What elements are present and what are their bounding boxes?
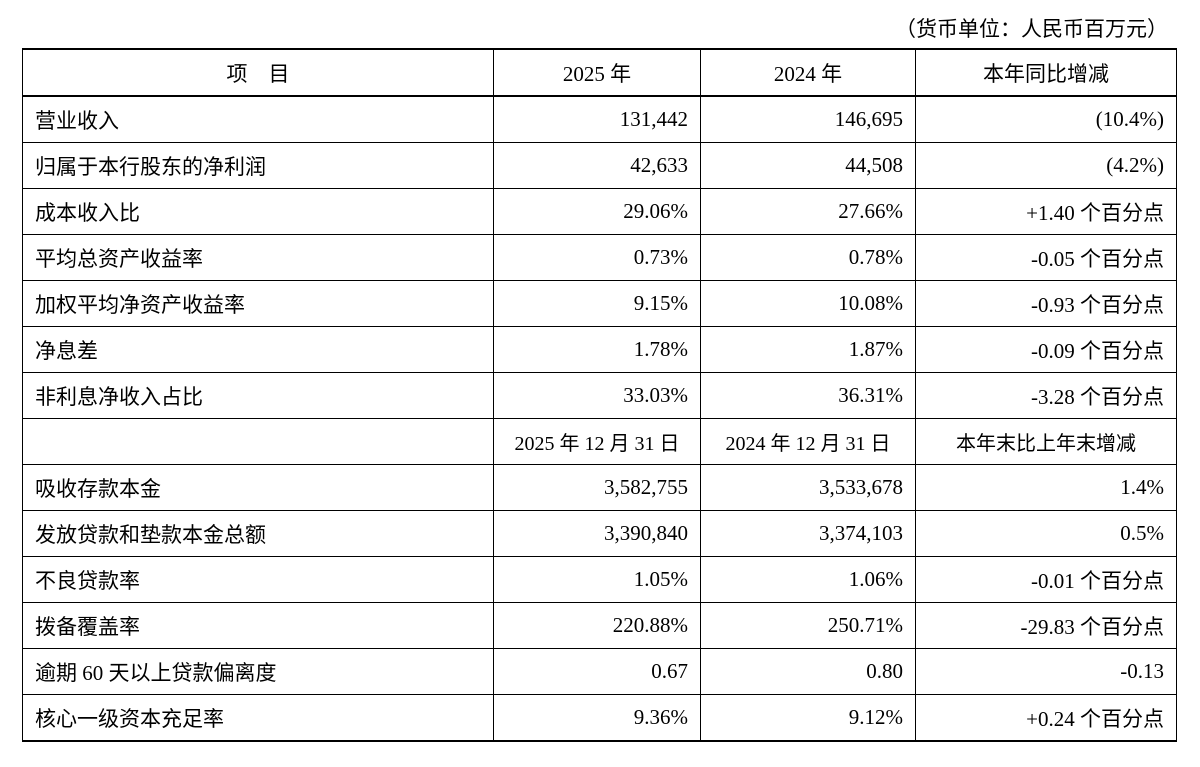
value-change: -0.09 个百分点 (915, 326, 1177, 373)
header-2024-label: 2024 年 (700, 48, 916, 97)
row-label: 发放贷款和垫款本金总额 (22, 510, 494, 557)
value-2024: 3,533,678 (700, 464, 916, 511)
value-2025: 220.88% (493, 602, 701, 649)
value-2025: 9.36% (493, 694, 701, 742)
value-2025: 1.78% (493, 326, 701, 373)
row-label: 逾期 60 天以上贷款偏离度 (22, 648, 494, 695)
row-label: 吸收存款本金 (22, 464, 494, 511)
value-2024: 146,695 (700, 95, 916, 143)
value-change: -0.01 个百分点 (915, 556, 1177, 603)
table-row-overdue-deviation: 逾期 60 天以上贷款偏离度 0.67 0.80 -0.13 (22, 648, 1177, 695)
value-2024: 10.08% (700, 280, 916, 327)
value-change: +1.40 个百分点 (915, 188, 1177, 235)
value-change: 1.4% (915, 464, 1177, 511)
table-row-npl-ratio: 不良贷款率 1.05% 1.06% -0.01 个百分点 (22, 556, 1177, 603)
header-2025-label: 2025 年 (493, 48, 701, 97)
row-label: 营业收入 (22, 95, 494, 143)
row-label: 拨备覆盖率 (22, 602, 494, 649)
table-row-provision-coverage: 拨备覆盖率 220.88% 250.71% -29.83 个百分点 (22, 602, 1177, 649)
date-header-change-label: 本年末比上年末增减 (915, 418, 1177, 465)
value-2025: 33.03% (493, 372, 701, 419)
value-2025: 131,442 (493, 95, 701, 143)
table-row-cost-income-ratio: 成本收入比 29.06% 27.66% +1.40 个百分点 (22, 188, 1177, 235)
value-change: -29.83 个百分点 (915, 602, 1177, 649)
value-2024: 27.66% (700, 188, 916, 235)
value-change: 0.5% (915, 510, 1177, 557)
table-row-non-interest-income-ratio: 非利息净收入占比 33.03% 36.31% -3.28 个百分点 (22, 372, 1177, 419)
value-2025: 0.67 (493, 648, 701, 695)
table-date-header-row: 2025 年 12 月 31 日 2024 年 12 月 31 日 本年末比上年… (22, 418, 1177, 465)
value-2025: 29.06% (493, 188, 701, 235)
value-2025: 3,390,840 (493, 510, 701, 557)
value-2025: 9.15% (493, 280, 701, 327)
row-label: 平均总资产收益率 (22, 234, 494, 281)
row-label: 归属于本行股东的净利润 (22, 142, 494, 189)
table-row-roe: 加权平均净资产收益率 9.15% 10.08% -0.93 个百分点 (22, 280, 1177, 327)
value-2024: 3,374,103 (700, 510, 916, 557)
value-change: -3.28 个百分点 (915, 372, 1177, 419)
table-header-row: 项 目 2025 年 2024 年 本年同比增减 (22, 48, 1177, 97)
value-2024: 9.12% (700, 694, 916, 742)
value-2024: 44,508 (700, 142, 916, 189)
value-2025: 42,633 (493, 142, 701, 189)
table-row-roa: 平均总资产收益率 0.73% 0.78% -0.05 个百分点 (22, 234, 1177, 281)
row-label: 不良贷款率 (22, 556, 494, 603)
currency-unit-note: （货币单位：人民币百万元） (895, 17, 1168, 41)
value-2025: 0.73% (493, 234, 701, 281)
header-item-label: 项 目 (22, 48, 494, 97)
date-header-empty-cell (22, 418, 494, 465)
row-label: 成本收入比 (22, 188, 494, 235)
value-2025: 3,582,755 (493, 464, 701, 511)
row-label: 加权平均净资产收益率 (22, 280, 494, 327)
table-row-deposits: 吸收存款本金 3,582,755 3,533,678 1.4% (22, 464, 1177, 511)
value-2024: 1.87% (700, 326, 916, 373)
value-change: (10.4%) (915, 95, 1177, 143)
date-header-2025-label: 2025 年 12 月 31 日 (493, 418, 701, 465)
value-2025: 1.05% (493, 556, 701, 603)
value-change: -0.13 (915, 648, 1177, 695)
value-change: +0.24 个百分点 (915, 694, 1177, 742)
row-label: 非利息净收入占比 (22, 372, 494, 419)
value-change: (4.2%) (915, 142, 1177, 189)
value-2024: 0.80 (700, 648, 916, 695)
value-2024: 0.78% (700, 234, 916, 281)
financial-highlights-table: 项 目 2025 年 2024 年 本年同比增减 营业收入 131,442 14… (22, 48, 1177, 742)
table-row-net-interest-margin: 净息差 1.78% 1.87% -0.09 个百分点 (22, 326, 1177, 373)
table-row-cet1-ratio: 核心一级资本充足率 9.36% 9.12% +0.24 个百分点 (22, 694, 1177, 742)
row-label: 净息差 (22, 326, 494, 373)
table-row-net-profit: 归属于本行股东的净利润 42,633 44,508 (4.2%) (22, 142, 1177, 189)
table-row-loans: 发放贷款和垫款本金总额 3,390,840 3,374,103 0.5% (22, 510, 1177, 557)
row-label: 核心一级资本充足率 (22, 694, 494, 742)
header-change-label: 本年同比增减 (915, 48, 1177, 97)
value-2024: 36.31% (700, 372, 916, 419)
date-header-2024-label: 2024 年 12 月 31 日 (700, 418, 916, 465)
value-change: -0.93 个百分点 (915, 280, 1177, 327)
value-2024: 250.71% (700, 602, 916, 649)
value-change: -0.05 个百分点 (915, 234, 1177, 281)
value-2024: 1.06% (700, 556, 916, 603)
table-row-operating-income: 营业收入 131,442 146,695 (10.4%) (22, 95, 1177, 143)
